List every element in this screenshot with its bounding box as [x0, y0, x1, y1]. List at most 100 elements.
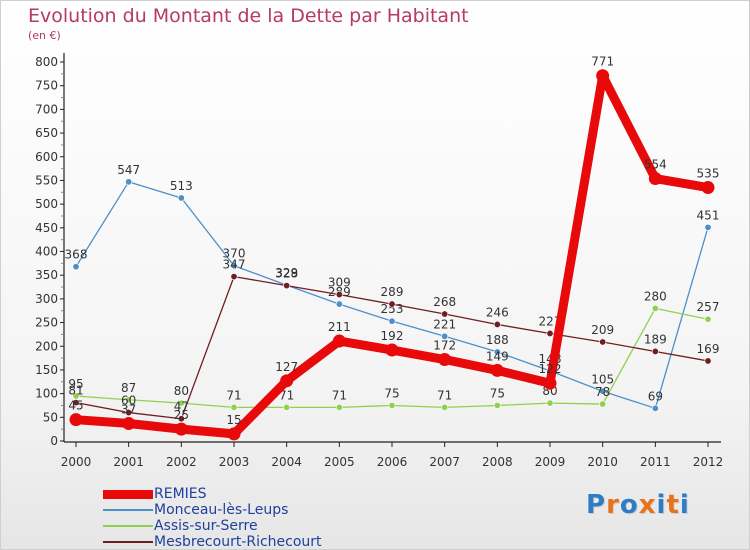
- data-label-1: 221: [433, 317, 456, 331]
- legend: REMIES Monceau-lès-Leups Assis-sur-Serre Me…: [103, 486, 322, 550]
- data-point-1: [335, 300, 343, 308]
- y-tick-label: 800: [35, 55, 58, 69]
- data-point-2: [335, 403, 343, 411]
- y-tick-label: 50: [43, 410, 58, 424]
- x-tick-label: 2007: [429, 455, 460, 469]
- data-label-3: 289: [381, 285, 404, 299]
- data-label-3: 81: [68, 384, 83, 398]
- data-label-3: 347: [223, 258, 246, 272]
- chart-subtitle: (en €): [28, 29, 61, 42]
- data-point-3: [177, 415, 185, 423]
- data-label-1: 451: [697, 208, 720, 222]
- x-tick-label: 2001: [113, 455, 144, 469]
- data-label-2: 71: [279, 388, 294, 402]
- data-point-2: [177, 399, 185, 407]
- y-tick-label: 0: [50, 434, 58, 448]
- data-label-3: 47: [174, 400, 189, 414]
- data-point-1: [704, 223, 712, 231]
- data-label-2: 257: [697, 300, 720, 314]
- data-point-1: [125, 178, 133, 186]
- data-point-1: [651, 404, 659, 412]
- legend-item: Monceau-lès-Leups: [103, 502, 322, 518]
- data-point-3: [704, 357, 712, 365]
- data-label-2: 280: [644, 289, 667, 303]
- data-point-0: [280, 374, 294, 388]
- data-label-0: 211: [328, 320, 351, 334]
- x-tick-label: 2012: [693, 455, 724, 469]
- data-label-2: 87: [121, 381, 136, 395]
- data-label-1: 513: [170, 179, 193, 193]
- data-label-2: 71: [226, 388, 241, 402]
- data-point-0: [438, 353, 452, 367]
- y-tick-label: 100: [35, 387, 58, 401]
- data-point-3: [493, 320, 501, 328]
- y-tick-label: 550: [35, 173, 58, 187]
- data-label-2: 95: [68, 377, 83, 391]
- data-label-3: 209: [591, 323, 614, 337]
- data-point-3: [441, 310, 449, 318]
- data-label-2: 78: [595, 385, 610, 399]
- x-tick-label: 2003: [219, 455, 250, 469]
- data-label-0: 37: [121, 402, 136, 416]
- data-label-3: 169: [697, 342, 720, 356]
- legend-item: Mesbrecourt-Richecourt: [103, 534, 322, 550]
- legend-swatch: [103, 541, 153, 543]
- y-tick-label: 600: [35, 150, 58, 164]
- legend-label: REMIES: [154, 486, 207, 502]
- data-point-1: [599, 387, 607, 395]
- data-point-0: [385, 343, 399, 357]
- data-label-3: 60: [121, 394, 136, 408]
- legend-item: Assis-sur-Serre: [103, 518, 322, 534]
- x-tick-label: 2002: [166, 455, 197, 469]
- legend-swatch: [103, 509, 153, 511]
- data-point-0: [596, 69, 610, 83]
- data-point-3: [599, 338, 607, 346]
- y-tick-label: 350: [35, 268, 58, 282]
- x-tick-label: 2005: [324, 455, 355, 469]
- data-point-0: [543, 376, 557, 390]
- y-tick-label: 450: [35, 221, 58, 235]
- data-point-0: [701, 181, 715, 195]
- data-label-0: 554: [644, 158, 667, 172]
- y-tick-label: 400: [35, 245, 58, 259]
- legend-label: Assis-sur-Serre: [154, 518, 258, 534]
- data-label-2: 80: [174, 384, 189, 398]
- data-label-0: 122: [539, 362, 562, 376]
- data-point-2: [441, 403, 449, 411]
- data-point-3: [651, 347, 659, 355]
- data-label-3: 328: [275, 267, 298, 281]
- legend-swatch: [103, 525, 153, 527]
- legend-label: Monceau-lès-Leups: [154, 502, 289, 518]
- data-label-0: 127: [275, 360, 298, 374]
- data-label-0: 771: [591, 55, 614, 69]
- data-point-1: [177, 194, 185, 202]
- data-point-1: [72, 263, 80, 271]
- data-label-2: 75: [384, 386, 399, 400]
- data-label-0: 149: [486, 349, 509, 363]
- data-point-2: [388, 401, 396, 409]
- data-label-2: 71: [437, 388, 452, 402]
- y-tick-label: 500: [35, 197, 58, 211]
- proxiti-logo: Proxiti: [586, 490, 690, 520]
- data-label-0: 172: [433, 339, 456, 353]
- data-point-2: [546, 399, 554, 407]
- legend-swatch: [103, 489, 153, 499]
- x-tick-label: 2004: [271, 455, 302, 469]
- data-point-2: [283, 403, 291, 411]
- y-tick-label: 300: [35, 292, 58, 306]
- data-point-1: [493, 348, 501, 356]
- data-label-0: 192: [381, 329, 404, 343]
- data-point-0: [648, 172, 662, 186]
- data-label-0: 15: [226, 413, 241, 427]
- data-label-1: 69: [648, 389, 663, 403]
- data-label-1: 188: [486, 333, 509, 347]
- data-label-0: 45: [68, 399, 83, 413]
- x-tick-label: 2008: [482, 455, 513, 469]
- data-label-3: 246: [486, 305, 509, 319]
- data-point-1: [441, 332, 449, 340]
- legend-label: Mesbrecourt-Richecourt: [154, 534, 322, 550]
- data-label-1: 105: [591, 372, 614, 386]
- data-point-0: [174, 422, 188, 436]
- data-point-2: [599, 400, 607, 408]
